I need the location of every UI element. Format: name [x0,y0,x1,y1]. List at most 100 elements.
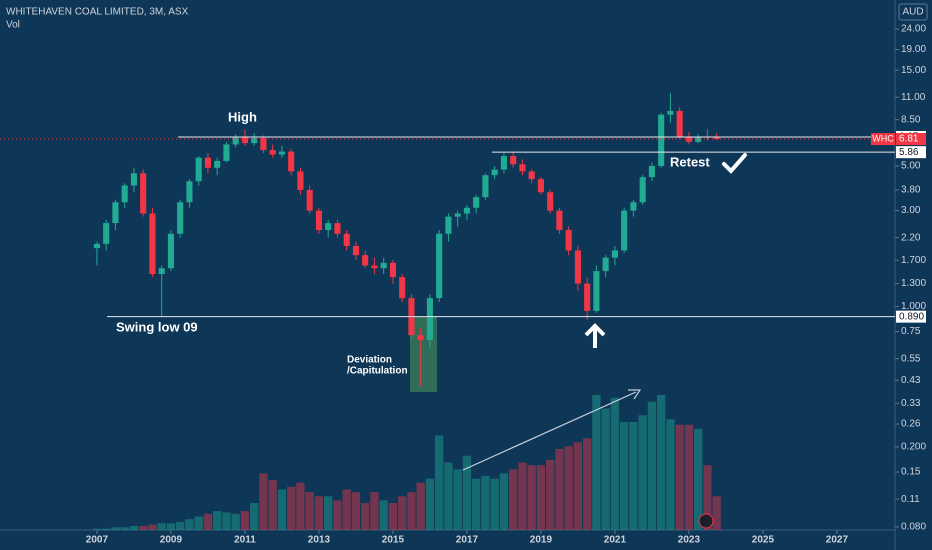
currency: AUD [902,7,923,18]
last-price-label: 6.81 [899,134,919,145]
candle-body [232,136,239,145]
y-tick-label: 15.00 [901,65,926,76]
candle-body [565,230,572,251]
volume-bar [203,513,213,530]
volume-bar [629,422,638,530]
x-tick-label: 2019 [530,535,553,546]
candle-body [112,202,119,224]
x-tick-label: 2009 [160,535,183,546]
y-tick-label: 0.080 [901,522,926,533]
candle-body [334,223,341,234]
volume-bar [694,428,703,530]
volume-bar [296,482,305,530]
candle-body [269,150,276,155]
check-mark [722,153,747,174]
candle-body [648,166,655,178]
volume-bar [416,482,425,530]
candle-body [500,156,507,170]
event-icon [698,513,714,529]
volume-bar [176,521,185,530]
candle-body [195,157,202,182]
volume-bar [518,462,527,530]
candle-body [676,110,683,137]
y-tick-label: 0.43 [901,375,921,386]
volume-bar [435,435,444,530]
candle-body [695,136,702,142]
candle-body [306,189,313,211]
candle-body [621,210,628,251]
candle-body [149,213,156,275]
level-label: 0.890 [899,311,924,322]
candle-body [473,197,480,208]
candle-body [177,202,184,234]
x-tick-label: 2021 [604,535,627,546]
volume-bar [120,527,129,530]
candle-body [436,233,443,299]
candle-body [343,233,350,246]
candle-body [297,171,304,190]
candle-body [454,213,461,217]
candle-body [537,179,544,193]
level-label-box [896,146,926,159]
candle-body [260,137,267,151]
volume-bar [555,449,564,530]
volume-bar [342,489,351,530]
candle-body [389,262,396,278]
symbol-label: WHC [872,133,894,143]
candle-body [371,265,378,269]
volume-bar [129,525,139,530]
volume-label: Vol [6,20,20,31]
candle-body [584,283,591,311]
volume-bar [287,486,296,530]
candle-body [528,171,535,180]
y-tick-label: 3.80 [901,185,921,196]
candle-body [130,173,137,186]
y-tick-label: 1.700 [901,255,926,266]
candle-body [399,277,406,299]
up-arrow [584,323,606,348]
candle-body [103,223,110,244]
candle-body [463,207,470,214]
volume-bar [546,459,555,530]
volume-bar [638,415,647,530]
volume-bar [472,478,481,530]
trend-arrow-head [628,389,642,400]
candle-body [214,160,221,168]
volume-bar [490,478,499,530]
volume-bar [111,527,120,530]
candle-body [380,262,387,269]
candle-body [362,255,369,266]
x-tick-label: 2007 [86,535,109,546]
candle-body [278,151,285,155]
candle-body [574,250,581,284]
candle-body [510,156,517,165]
candle-body [482,175,489,198]
x-tick-label: 2015 [382,535,405,546]
chart-title: WHITEHAVEN COAL LIMITED, 3M, ASX [6,7,189,18]
volume-bar [314,496,324,530]
volume-bar [666,419,675,530]
volume-bar [194,516,203,530]
candle-body [667,110,674,115]
annotation-high: High [228,109,257,124]
candle-body [639,177,646,203]
candle-body [658,114,665,167]
volume-bar [610,397,620,530]
volume-bar [647,401,657,530]
volume-bar [407,492,416,530]
volume-bar [166,523,176,530]
volume-bar [592,395,601,530]
y-tick-label: 0.33 [901,398,921,409]
volume-bar [657,395,666,530]
candle-body [491,169,498,176]
volume-bar [481,476,490,530]
candle-body [556,210,563,231]
candle-body [93,243,100,249]
volume-bar [499,473,509,530]
volume-bar [148,524,157,530]
volume-bar [583,438,592,530]
volume-bar [536,465,546,530]
candle-body [352,245,359,256]
volume-bar [268,480,277,530]
